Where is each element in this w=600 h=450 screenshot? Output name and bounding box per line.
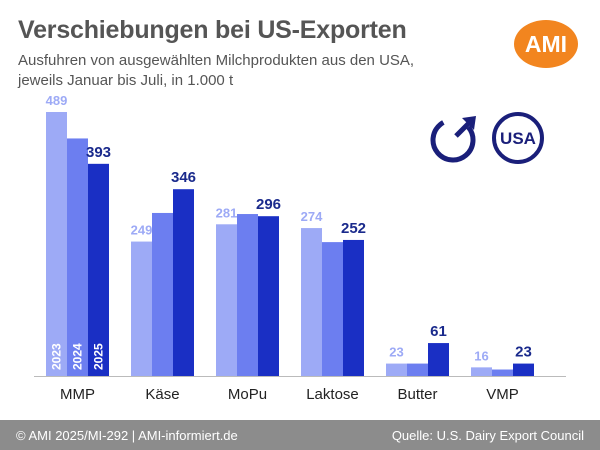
bar-2024-2 xyxy=(237,214,258,376)
category-label-2: MoPu xyxy=(228,386,267,403)
bar-2023-5 xyxy=(471,367,492,376)
bar-2025-4 xyxy=(428,343,449,376)
legend-label-2024: 2024 xyxy=(71,343,85,370)
category-label-5: VMP xyxy=(486,386,519,403)
legend-label-2025: 2025 xyxy=(92,343,106,370)
chart-subtitle: Ausfuhren von ausgewählten Milchprodukte… xyxy=(18,52,415,89)
data-label-2025-0: 393 xyxy=(86,144,111,161)
bar-2025-1 xyxy=(173,189,194,376)
chart-title: Verschiebungen bei US-Exporten xyxy=(18,16,407,44)
footer-copyright: © AMI 2025/MI-292 | AMI-informiert.de xyxy=(16,428,238,443)
bar-2024-1 xyxy=(152,212,173,376)
bar-2025-3 xyxy=(343,239,364,376)
data-label-2023-2: 281 xyxy=(216,205,238,220)
category-label-4: Butter xyxy=(397,386,437,403)
bar-2023-1 xyxy=(131,241,152,376)
data-label-2025-4: 61 xyxy=(430,323,447,340)
bar-2023-2 xyxy=(216,224,237,376)
category-label-1: Käse xyxy=(145,386,179,403)
data-label-2023-0: 489 xyxy=(46,93,68,108)
footer-source: Quelle: U.S. Dairy Export Council xyxy=(391,428,584,443)
bar-2025-2 xyxy=(258,216,279,376)
bar-2024-4 xyxy=(407,363,428,376)
usa-badge: USA xyxy=(492,112,544,164)
legend-label-2023: 2023 xyxy=(50,343,64,370)
data-label-2023-4: 23 xyxy=(389,345,403,360)
bar-2023-4 xyxy=(386,363,407,376)
data-label-2025-2: 296 xyxy=(256,196,281,213)
data-label-2023-3: 274 xyxy=(301,209,323,224)
bar-2024-5 xyxy=(492,369,513,376)
bar-2023-0 xyxy=(46,112,67,376)
data-label-2025-3: 252 xyxy=(341,220,366,237)
footer-bar: © AMI 2025/MI-292 | AMI-informiert.de Qu… xyxy=(0,420,600,450)
bar-2025-5 xyxy=(513,363,534,376)
category-label-0: MMP xyxy=(60,386,95,403)
trend-up-arrow-icon xyxy=(430,116,476,163)
bar-chart: 489 2023 2024 393 2025 MMP 249 346 Käse 281 296 MoP… xyxy=(34,93,566,403)
data-label-2025-1: 346 xyxy=(171,169,196,186)
data-label-2023-5: 16 xyxy=(474,348,488,363)
bar-2024-0 xyxy=(67,138,88,376)
usa-label: USA xyxy=(500,129,536,148)
ami-logo: AMI xyxy=(514,20,578,68)
bar-2025-0 xyxy=(88,163,109,376)
data-label-2023-1: 249 xyxy=(131,223,153,238)
data-label-2025-5: 23 xyxy=(515,344,532,361)
bar-2024-3 xyxy=(322,242,343,376)
category-label-3: Laktose xyxy=(306,386,359,403)
bar-2023-3 xyxy=(301,228,322,376)
